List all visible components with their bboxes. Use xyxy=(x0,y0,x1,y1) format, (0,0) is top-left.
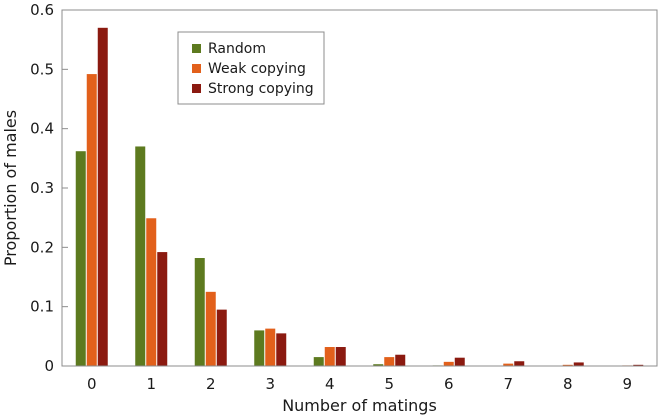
plot-frame xyxy=(61,9,658,367)
x-tick-label: 9 xyxy=(622,375,632,393)
x-axis-title: Number of matings xyxy=(282,396,437,415)
bar-strong-copying xyxy=(395,354,406,366)
bar-random xyxy=(313,357,324,366)
bar-weak-copying xyxy=(562,364,573,366)
x-tick-label: 0 xyxy=(87,375,97,393)
bar-weak-copying xyxy=(86,74,97,366)
y-tick-label: 0.1 xyxy=(30,298,54,316)
y-tick-label: 0.6 xyxy=(30,1,54,19)
bar-strong-copying xyxy=(335,347,346,366)
bars xyxy=(75,27,644,367)
bar-weak-copying xyxy=(324,347,335,366)
y-axis-title: Proportion of males xyxy=(1,110,20,266)
legend-label: Weak copying xyxy=(208,61,306,77)
y-tick-label: 0 xyxy=(44,357,54,375)
legend-box xyxy=(177,31,325,105)
bar-weak-copying xyxy=(205,291,216,366)
legend-swatch xyxy=(192,44,201,53)
bar-strong-copying xyxy=(573,362,584,366)
bar-weak-copying xyxy=(265,328,276,366)
bar-random xyxy=(373,364,384,366)
bar-strong-copying xyxy=(276,333,287,366)
legend-label: Random xyxy=(208,41,266,57)
x-tick-label: 7 xyxy=(503,375,513,393)
bar-strong-copying xyxy=(157,252,168,366)
bar-random xyxy=(194,258,205,366)
x-tick-label: 8 xyxy=(563,375,573,393)
bar-weak-copying xyxy=(503,363,514,366)
legend-swatch xyxy=(192,84,201,93)
x-tick-label: 3 xyxy=(265,375,275,393)
bar-weak-copying xyxy=(443,361,454,366)
bar-random xyxy=(75,151,86,366)
y-tick-label: 0.2 xyxy=(30,238,54,256)
x-tick-label: 5 xyxy=(384,375,394,393)
legend-swatch xyxy=(192,64,201,73)
legend-label: Strong copying xyxy=(208,81,314,97)
bar-strong-copying xyxy=(97,27,108,367)
y-tick-label: 0.5 xyxy=(30,60,54,78)
bar-random xyxy=(135,146,146,366)
x-tick-label: 2 xyxy=(206,375,216,393)
legend: Random Weak copying Strong copying xyxy=(177,31,325,105)
bar-strong-copying xyxy=(454,357,465,366)
bar-strong-copying xyxy=(633,364,644,366)
bar-strong-copying xyxy=(216,309,227,366)
bar-weak-copying xyxy=(146,218,157,366)
y-tick-label: 0.4 xyxy=(30,120,54,138)
x-axis-ticks: 0 1 2 3 4 5 6 7 8 9 xyxy=(87,375,632,393)
x-tick-label: 4 xyxy=(325,375,335,393)
bar-random xyxy=(254,330,265,366)
x-tick-label: 6 xyxy=(444,375,454,393)
y-tick-label: 0.3 xyxy=(30,179,54,197)
x-tick-label: 1 xyxy=(146,375,156,393)
bar-strong-copying xyxy=(514,361,525,366)
y-axis-ticks: 0 0.1 0.2 0.3 0.4 0.5 0.6 xyxy=(30,1,68,375)
bar-weak-copying xyxy=(384,357,395,366)
